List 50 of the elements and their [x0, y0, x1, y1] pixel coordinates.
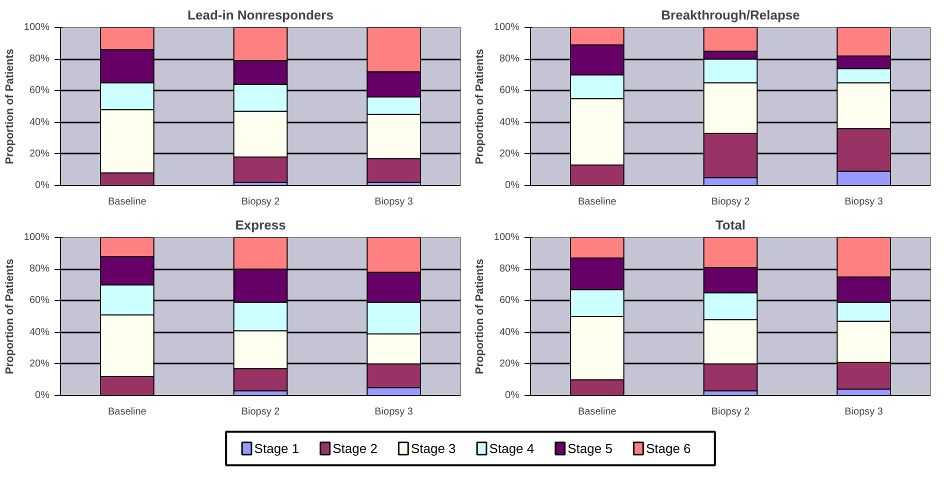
- x-tick-label: Biopsy 3: [374, 196, 414, 208]
- y-tick-label: 60%: [29, 295, 50, 306]
- y-tick-label: 0%: [35, 180, 50, 191]
- legend-label: Stage 4: [489, 441, 534, 456]
- y-tick-label: 0%: [35, 390, 50, 401]
- x-tick-label: Biopsy 3: [844, 196, 884, 208]
- y-tick-label: 0%: [505, 390, 520, 401]
- y-tick-label: 20%: [499, 148, 520, 160]
- x-tick-label: Biopsy 2: [711, 406, 750, 418]
- chart-title: Express: [235, 218, 286, 232]
- y-tick-label: 80%: [499, 54, 520, 65]
- x-tick-label: Biopsy 2: [711, 196, 750, 208]
- y-axis-title: Proportion of Patients: [4, 258, 16, 374]
- legend-label: Stage 3: [410, 441, 456, 456]
- y-tick-label: 40%: [499, 116, 520, 128]
- y-tick-label: 60%: [499, 295, 520, 306]
- y-tick-label: 60%: [29, 85, 50, 96]
- y-axis-title: Proportion of Patients: [474, 48, 486, 164]
- legend-label: Stage 1: [254, 441, 300, 456]
- y-tick-label: 100%: [24, 232, 50, 243]
- chart-title: Lead-in Nonresponders: [188, 8, 334, 22]
- y-tick-label: 100%: [24, 22, 50, 33]
- y-axis-title: Proportion of Patients: [474, 258, 486, 374]
- y-tick-label: 0%: [505, 180, 520, 191]
- x-tick-label: Biopsy 2: [241, 196, 280, 208]
- y-tick-label: 80%: [499, 264, 520, 275]
- legend-label: Stage 2: [332, 441, 378, 456]
- y-tick-label: 100%: [494, 232, 520, 243]
- chart-title: Breakthrough/Relapse: [661, 8, 800, 22]
- x-tick-label: Biopsy 3: [374, 406, 414, 418]
- y-tick-label: 100%: [494, 22, 520, 33]
- legend-label: Stage 6: [646, 441, 691, 456]
- chart-title: Total: [715, 218, 746, 232]
- y-tick-label: 20%: [29, 148, 50, 160]
- y-axis-title: Proportion of Patients: [4, 48, 16, 164]
- x-tick-label: Baseline: [108, 196, 147, 208]
- y-tick-label: 20%: [499, 358, 520, 370]
- y-tick-label: 80%: [29, 54, 50, 65]
- x-tick-label: Baseline: [108, 406, 147, 418]
- y-tick-label: 40%: [29, 326, 50, 338]
- y-tick-label: 40%: [29, 116, 50, 128]
- y-tick-label: 20%: [29, 358, 50, 370]
- x-tick-label: Biopsy 3: [844, 406, 884, 418]
- y-tick-label: 80%: [29, 264, 50, 275]
- x-tick-label: Biopsy 2: [241, 406, 280, 418]
- y-tick-label: 40%: [499, 326, 520, 338]
- legend-label: Stage 5: [568, 441, 612, 456]
- x-tick-label: Baseline: [578, 196, 617, 208]
- x-tick-label: Baseline: [578, 406, 617, 418]
- y-tick-label: 60%: [499, 85, 520, 96]
